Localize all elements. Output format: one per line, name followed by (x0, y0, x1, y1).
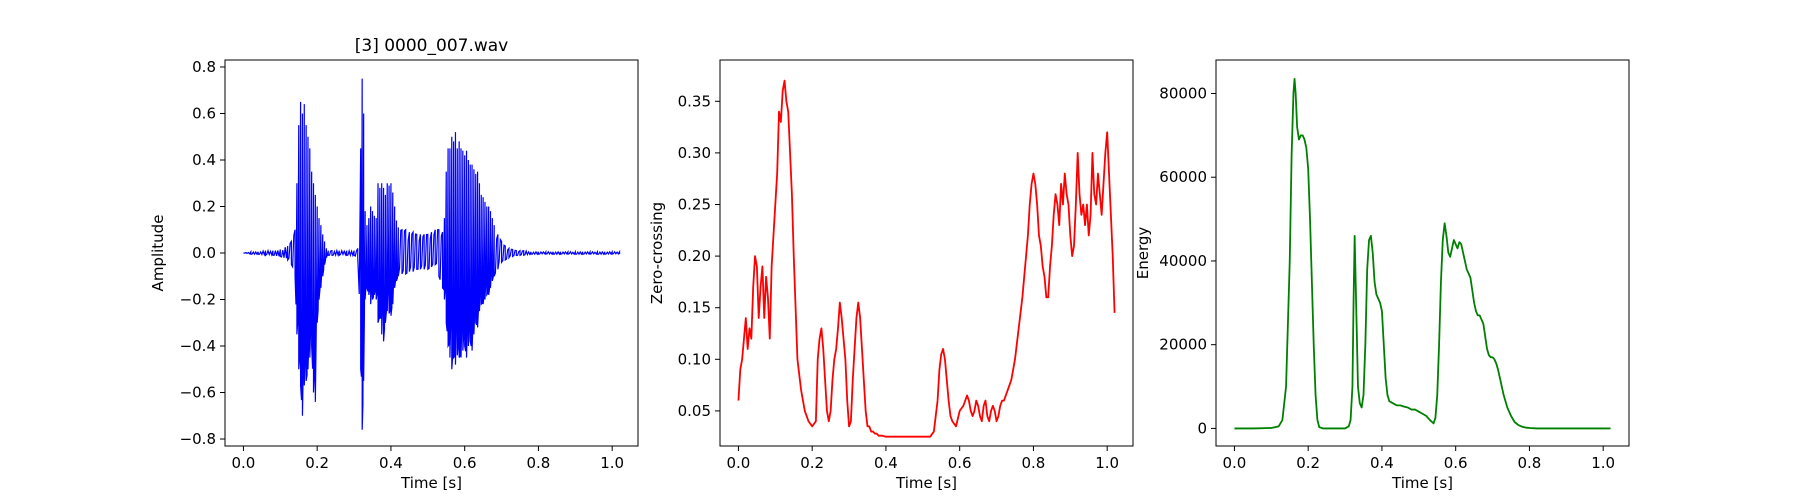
y-axis-label: Zero-crossing (648, 202, 666, 304)
y-tick-label: 0.15 (678, 299, 711, 317)
y-tick-label: 80000 (1159, 84, 1207, 102)
y-tick-label: 0.4 (192, 151, 216, 169)
x-tick-label: 1.0 (600, 454, 624, 472)
x-tick-label: 0.0 (232, 454, 256, 472)
zero-crossing-series-line (737, 79, 1116, 438)
x-tick-label: 0.6 (1444, 454, 1468, 472)
x-tick-label: 0.8 (527, 454, 551, 472)
y-axis-label: Amplitude (149, 215, 167, 292)
chart-title: [3] 0000_007.wav (355, 36, 508, 56)
y-tick-label: 20000 (1159, 336, 1207, 354)
x-axis-label: Time [s] (1391, 474, 1453, 492)
x-tick-label: 0.2 (305, 454, 329, 472)
x-tick-label: 1.0 (1591, 454, 1615, 472)
x-tick-label: 0.8 (1022, 454, 1046, 472)
x-tick-label: 0.4 (874, 454, 898, 472)
y-tick-label: −0.4 (180, 337, 216, 355)
y-tick-label: −0.8 (180, 430, 216, 448)
axes-frame (1215, 59, 1630, 447)
y-tick-label: −0.2 (180, 291, 216, 309)
y-tick-label: 40000 (1159, 252, 1207, 270)
x-tick-label: 0.6 (453, 454, 477, 472)
y-tick-label: 0.6 (192, 104, 216, 122)
y-tick-label: 60000 (1159, 168, 1207, 186)
x-tick-label: 0.2 (1296, 454, 1320, 472)
y-tick-label: 0.35 (678, 92, 711, 110)
x-tick-label: 0.4 (1370, 454, 1394, 472)
y-tick-label: 0 (1197, 419, 1207, 437)
x-tick-label: 0.6 (948, 454, 972, 472)
energy-panel: 0.0 0.2 0.4 0.6 0.8 1.0 0 20000 40000 60000 80000 T… (1134, 59, 1630, 492)
zero-crossing-panel: 0.0 0.2 0.4 0.6 0.8 1.0 0.05 0.10 0.15 0.20 0.25 0.… (648, 59, 1134, 492)
waveform-series-line (243, 78, 621, 430)
x-tick-label: 0.8 (1518, 454, 1542, 472)
y-tick-label: 0.25 (678, 195, 711, 213)
x-axis-label: Time [s] (400, 474, 462, 492)
y-tick-label: 0.30 (678, 144, 711, 162)
y-tick-label: 0.05 (678, 402, 711, 420)
y-tick-label: 0.10 (678, 350, 711, 368)
amplitude-panel: 0.0 0.2 0.4 0.6 0.8 1.0 −0.8 −0.6 −0.4 −0.2 0.0 0.2… (149, 36, 639, 492)
y-axis-label: Energy (1134, 227, 1152, 280)
y-tick-label: 0.20 (678, 247, 711, 265)
x-tick-label: 0.0 (1223, 454, 1247, 472)
x-axis-label: Time [s] (895, 474, 957, 492)
x-tick-label: 0.2 (800, 454, 824, 472)
x-tick-label: 1.0 (1095, 454, 1119, 472)
y-tick-label: −0.6 (180, 384, 216, 402)
x-tick-label: 0.4 (379, 454, 403, 472)
axes-frame (719, 59, 1134, 447)
y-tick-label: 0.0 (192, 244, 216, 262)
y-tick-label: 0.8 (192, 58, 216, 76)
energy-series-line (1234, 77, 1611, 430)
y-tick-label: 0.2 (192, 197, 216, 215)
x-tick-label: 0.0 (727, 454, 751, 472)
